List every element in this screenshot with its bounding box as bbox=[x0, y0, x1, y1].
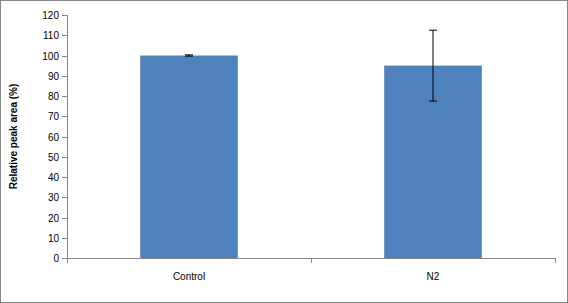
x-tick bbox=[67, 258, 68, 263]
chart-frame bbox=[1, 1, 568, 303]
y-tick-label: 0 bbox=[53, 253, 59, 264]
y-tick-label: 10 bbox=[48, 233, 60, 244]
y-tick-label: 30 bbox=[48, 192, 60, 203]
y-tick bbox=[62, 15, 67, 16]
y-tick bbox=[62, 218, 67, 219]
error-bar bbox=[429, 30, 437, 101]
y-tick bbox=[62, 35, 67, 36]
x-tick bbox=[311, 258, 312, 263]
y-tick bbox=[62, 76, 67, 77]
error-bar bbox=[185, 55, 193, 56]
y-tick-label: 100 bbox=[42, 51, 59, 62]
y-tick bbox=[62, 197, 67, 198]
y-tick-label: 110 bbox=[43, 30, 59, 41]
x-tick-label: N2 bbox=[427, 271, 440, 282]
y-tick-label: 50 bbox=[48, 152, 60, 163]
bar bbox=[140, 56, 238, 259]
chart: 0 10 20 30 40 50 60 70 80 90 100 110 120 Control N2 Rel… bbox=[0, 0, 568, 303]
y-tick-label: 60 bbox=[48, 132, 60, 143]
y-axis bbox=[67, 15, 68, 258]
y-tick bbox=[62, 238, 67, 239]
plot-area bbox=[140, 30, 482, 258]
y-tick bbox=[62, 258, 67, 259]
y-tick bbox=[62, 96, 67, 97]
chart-container: 0 10 20 30 40 50 60 70 80 90 100 110 120 Control N2 Rel… bbox=[0, 0, 568, 303]
x-tick-label: Control bbox=[173, 271, 205, 282]
y-tick-label: 40 bbox=[48, 172, 60, 183]
y-tick-label: 90 bbox=[48, 71, 60, 82]
y-tick bbox=[62, 137, 67, 138]
y-tick bbox=[62, 56, 67, 57]
y-tick bbox=[62, 157, 67, 158]
y-tick-label: 120 bbox=[42, 10, 59, 21]
x-tick bbox=[555, 258, 556, 263]
y-tick-label: 20 bbox=[48, 213, 60, 224]
y-tick-label: 70 bbox=[48, 111, 60, 122]
y-tick bbox=[62, 116, 67, 117]
y-tick bbox=[62, 177, 67, 178]
y-axis-title: Relative peak area (%) bbox=[8, 84, 19, 190]
y-tick-label: 80 bbox=[48, 91, 60, 102]
